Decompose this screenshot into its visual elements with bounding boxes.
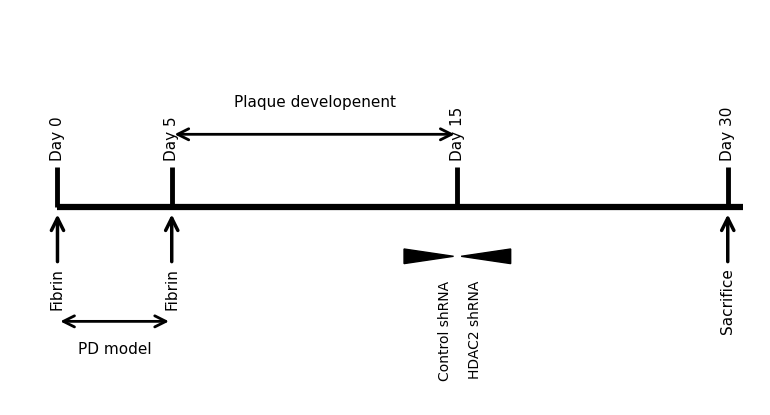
Text: PD model: PD model — [78, 342, 152, 357]
Text: Sacrifice: Sacrifice — [720, 269, 735, 334]
Text: Plaque developenent: Plaque developenent — [233, 95, 396, 110]
Polygon shape — [461, 249, 511, 264]
Text: Day 5: Day 5 — [164, 116, 179, 161]
Text: Fibrin: Fibrin — [164, 269, 179, 310]
Text: Day 0: Day 0 — [50, 116, 65, 161]
Text: Fibrin: Fibrin — [50, 269, 65, 310]
Text: Control shRNA: Control shRNA — [438, 281, 452, 381]
Text: Day 30: Day 30 — [720, 106, 735, 161]
Polygon shape — [404, 249, 454, 264]
Text: Day 15: Day 15 — [450, 107, 465, 161]
Text: HDAC2 shRNA: HDAC2 shRNA — [468, 281, 482, 379]
